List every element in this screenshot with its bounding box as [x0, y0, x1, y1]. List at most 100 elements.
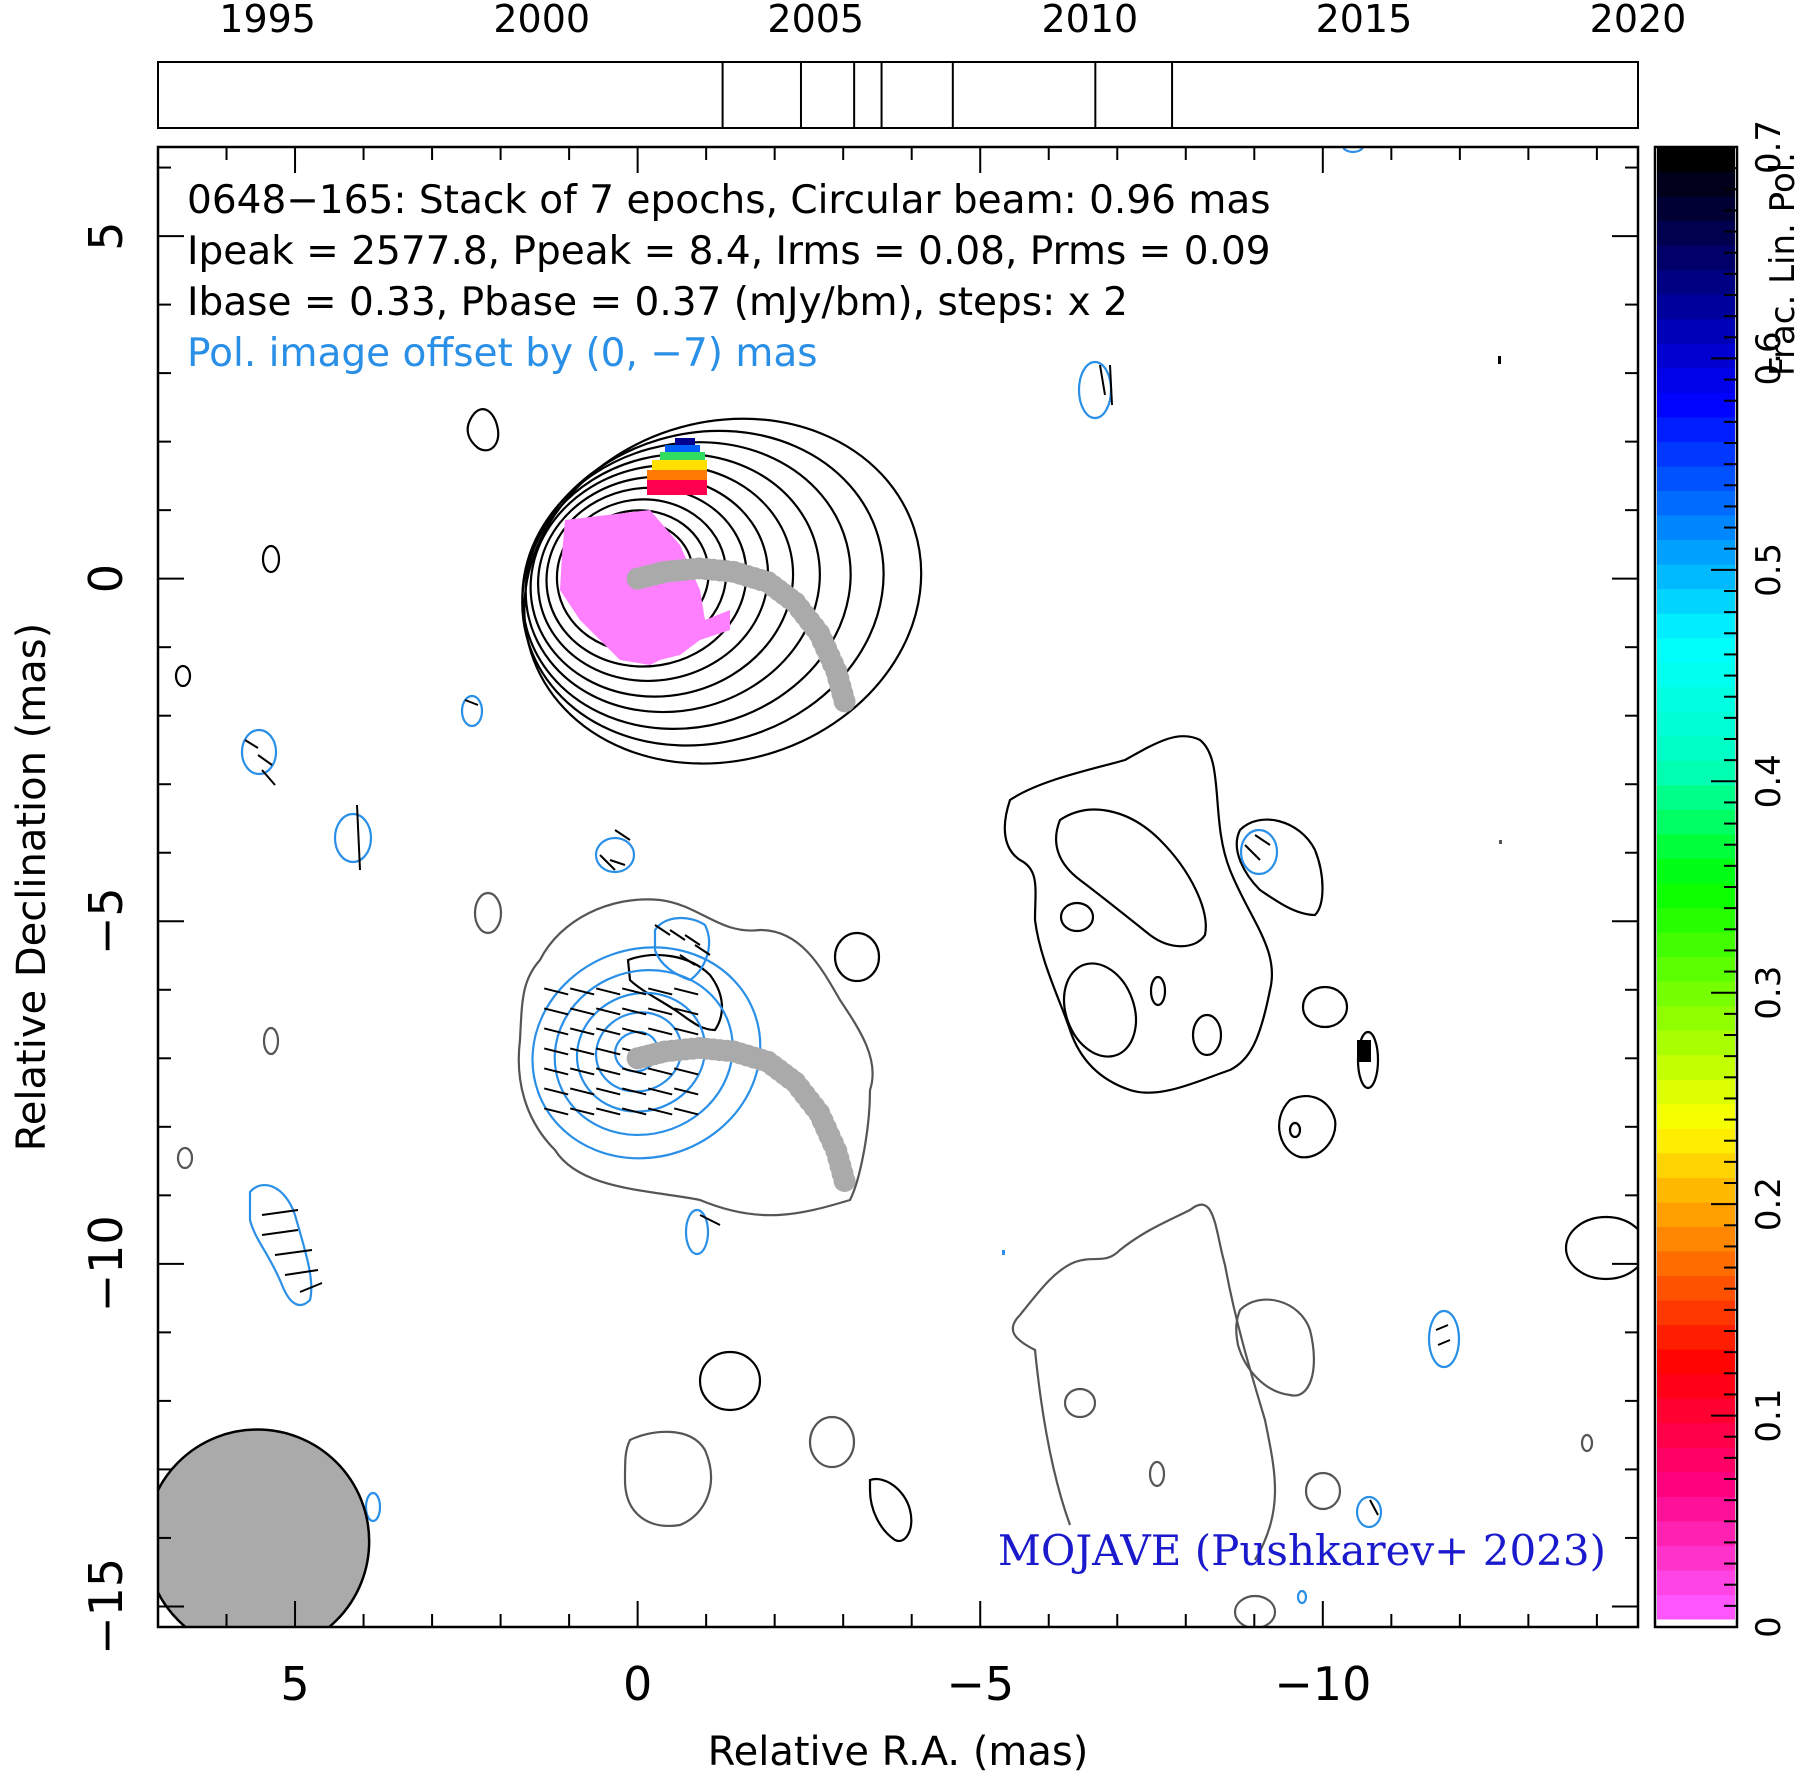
- evpa-core-tick: [621, 1007, 647, 1016]
- evpa-core-tick: [543, 1027, 569, 1036]
- evpa-core-tick: [621, 1027, 647, 1036]
- frac-pol-band-1: [647, 480, 707, 495]
- evpa-core-tick: [673, 1007, 699, 1016]
- epoch-timeline: 1995 2000 2005 2010 2015 2020: [157, 0, 1687, 129]
- colorbar-swatch: [1657, 1398, 1735, 1424]
- colorbar-swatch: [1657, 318, 1735, 344]
- contour-east-hole-2: [1062, 962, 1138, 1058]
- evpa-core-tick: [621, 1067, 647, 1076]
- evpa-core-tick: [647, 1067, 673, 1076]
- colorbar-swatch: [1657, 784, 1735, 810]
- beam-ellipse: [158, 1428, 371, 1627]
- x-tick-labels: 5 0 −5 −10: [280, 1657, 1371, 1711]
- jet-ridge-lines: [626, 557, 856, 1192]
- noise-dot-1: [1498, 356, 1501, 364]
- colorbar-swatch: [1657, 367, 1735, 393]
- frac-pol-band-6: [675, 438, 695, 445]
- colorbar-tick-label: 0.3: [1749, 966, 1789, 1020]
- colorbar-swatch: [1657, 1275, 1735, 1301]
- core-contours: [521, 417, 923, 765]
- colorbar-tick-label: 0.6: [1749, 331, 1789, 385]
- colorbar-swatch: [1657, 1569, 1735, 1595]
- timeline-tick-label: 2020: [1590, 0, 1687, 41]
- pol-blob-9: [248, 1183, 313, 1307]
- colorbar-tick-label: 0.7: [1749, 120, 1789, 174]
- faint-contour-3: [1235, 1298, 1315, 1397]
- y-tick-label: 5: [79, 221, 133, 250]
- core-contour: [536, 475, 770, 683]
- faint-contour-south-2: [623, 1430, 713, 1527]
- colorbar-swatch: [1657, 833, 1735, 859]
- evpa-core-tick: [543, 1007, 569, 1016]
- colorbar-swatch: [1657, 711, 1735, 737]
- evpa-core-tick: [595, 1047, 621, 1056]
- colorbar-swatch: [1657, 416, 1735, 442]
- evpa-core-tick: [543, 1067, 569, 1076]
- colorbar-swatch: [1657, 637, 1735, 663]
- evpa-core-tick: [673, 1067, 699, 1076]
- evpa-core-tick: [647, 1027, 673, 1036]
- faint-contour-5: [1063, 1387, 1097, 1419]
- faint-contour-12: [1580, 1433, 1594, 1453]
- contour-east-hole-3: [1191, 1013, 1223, 1057]
- faint-contour-4: [808, 1415, 856, 1469]
- colorbar: 0 0.1 0.2 0.3 0.4 0.5 0.6 0.7 Frac. Lin. Pol.: [1653, 120, 1803, 1638]
- colorbar-swatch: [1657, 147, 1735, 173]
- colorbar-swatch: [1657, 1422, 1735, 1448]
- noise-dot-3: [1002, 1250, 1005, 1255]
- noise-dots: [1002, 356, 1502, 1255]
- contour-east-hole-4: [1149, 975, 1167, 1007]
- contour-blob-h: [868, 1477, 913, 1543]
- colorbar-swatch: [1657, 1152, 1735, 1178]
- evpa-core-tick: [647, 987, 673, 996]
- x-tick-label: −10: [1274, 1657, 1371, 1711]
- credit-text: MOJAVE (Pushkarev+ 2023): [998, 1526, 1606, 1575]
- colorbar-swatch: [1657, 1226, 1735, 1252]
- contour-pol-region-black: [626, 953, 723, 1032]
- colorbar-swatch: [1657, 588, 1735, 614]
- colorbar-tick-label: 0: [1749, 1616, 1789, 1638]
- annotation-line-1: 0648−165: Stack of 7 epochs, Circular be…: [187, 178, 1271, 223]
- pol-blob-14: [1296, 1589, 1308, 1605]
- pol-blob-11: [364, 1491, 382, 1523]
- evpa-core-tick: [595, 1107, 621, 1116]
- y-tick-labels: 5 0 −5 −10 −15: [79, 221, 133, 1655]
- colorbar-swatch: [1657, 1471, 1735, 1497]
- contour-east-inner: [1055, 808, 1207, 948]
- contour-blob-j: [261, 544, 281, 574]
- contour-east-blob: [1003, 735, 1273, 1094]
- faint-contour-pol-region: [517, 898, 874, 1217]
- evpa-core-tick: [595, 1007, 621, 1016]
- frac-pol-band-5: [665, 445, 700, 452]
- colorbar-swatch: [1657, 245, 1735, 271]
- colorbar-swatch: [1657, 956, 1735, 982]
- faint-contour-8: [1233, 1594, 1277, 1627]
- colorbar-swatch: [1657, 1128, 1735, 1154]
- colorbar-tick-label: 0.4: [1749, 754, 1789, 808]
- evpa-core-tick: [647, 1007, 673, 1016]
- evpa-core-tick: [595, 1067, 621, 1076]
- colorbar-swatch: [1657, 1005, 1735, 1031]
- faint-contour-10: [262, 1026, 280, 1056]
- x-tick-label: 5: [280, 1657, 309, 1711]
- evpa-core-tick: [569, 1047, 595, 1056]
- contour-east-hole-1: [1059, 901, 1095, 933]
- colorbar-swatch: [1657, 1447, 1735, 1473]
- contour-blob-k: [174, 664, 192, 688]
- colorbar-swatch: [1657, 1324, 1735, 1350]
- annotation-line-4: Pol. image offset by (0, −7) mas: [187, 331, 818, 376]
- contour-blob-c: [1278, 1095, 1337, 1159]
- colorbar-swatch: [1657, 932, 1735, 958]
- contour-blob-e: [1288, 1121, 1302, 1139]
- faint-contour-south: [1011, 1203, 1277, 1561]
- annotation-line-2: Ipeak = 2577.8, Ppeak = 8.4, Irms = 0.08…: [187, 229, 1271, 274]
- evpa-core-tick: [569, 1087, 595, 1096]
- evpa-core-tick: [621, 987, 647, 996]
- faint-contour-6: [1148, 1460, 1166, 1488]
- core-contour: [545, 486, 748, 668]
- evpa-core-tick: [595, 1087, 621, 1096]
- evpa-core-tick: [569, 1107, 595, 1116]
- x-tick-label: 0: [623, 1657, 652, 1711]
- colorbar-swatch: [1657, 1545, 1735, 1571]
